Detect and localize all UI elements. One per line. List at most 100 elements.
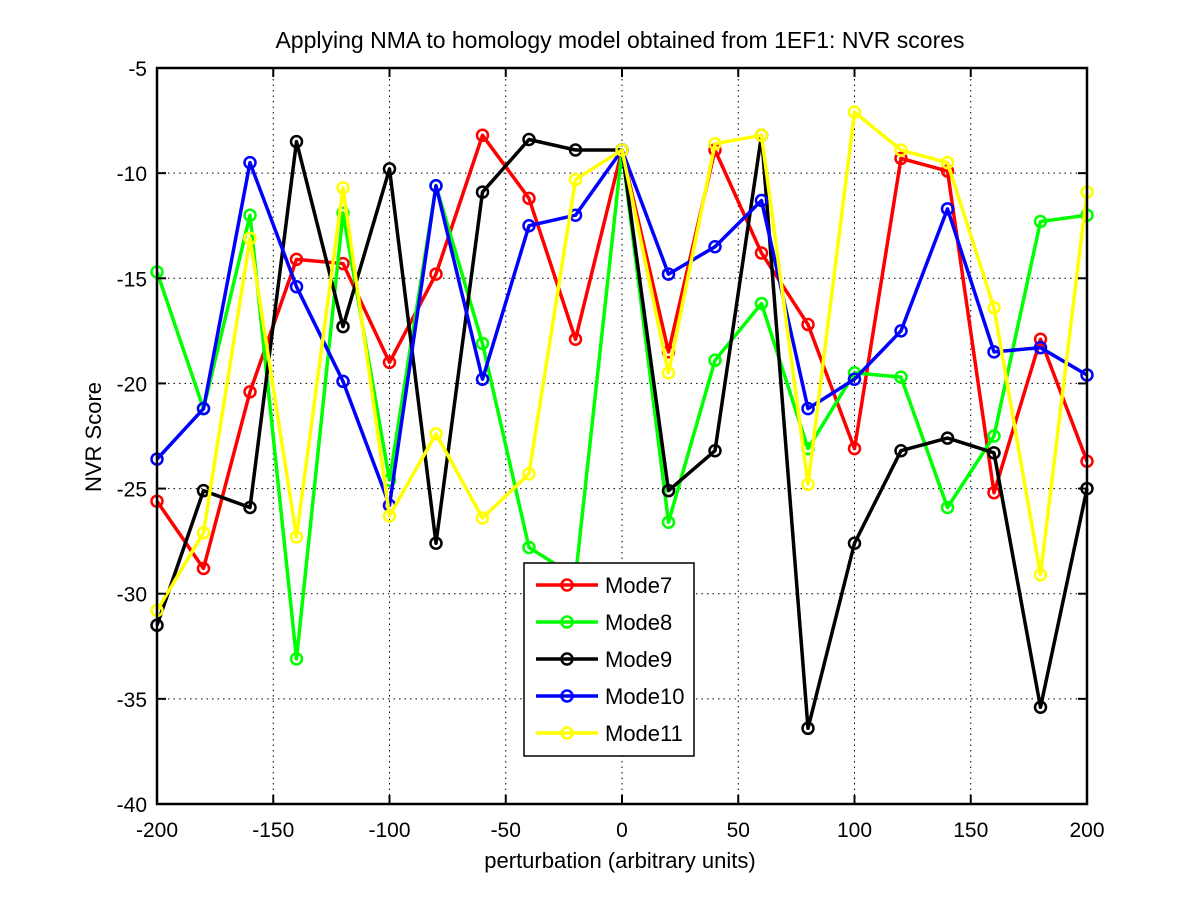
data-point-mode11 [243,231,257,246]
data-point-mode10 [243,155,257,170]
data-point-mode11 [382,509,397,523]
data-point-mode10 [801,401,815,416]
y-tick-label: -35 [117,689,147,712]
y-tick-label: -30 [117,584,147,607]
x-tick-label: 0 [616,819,628,842]
data-point-mode7 [382,355,397,370]
data-point-mode7 [1033,332,1048,347]
data-point-mode9 [894,443,908,458]
data-point-mode7 [568,332,583,347]
data-point-mode7 [289,252,304,267]
data-point-mode11 [615,143,629,157]
data-point-mode11 [754,128,769,143]
data-point-mode9 [661,483,676,498]
data-point-mode11 [661,366,676,380]
data-point-mode9 [382,162,397,176]
data-point-mode9 [801,721,815,736]
data-point-mode8 [708,353,722,368]
legend-marker-mode10 [560,689,574,703]
legend-label-mode8: Mode8 [605,610,672,635]
data-point-mode11 [987,300,1001,315]
data-point-mode9 [987,446,1001,460]
data-point-mode11 [801,477,815,492]
data-point-mode7 [754,246,769,260]
data-point-mode8 [243,208,257,222]
axis-ticks: -200 -150 -100 -50 0 50 100 150 200 -40 -35 -30 -25 -… [117,58,1105,842]
chart-title: Applying NMA to homology model obtained … [275,27,964,53]
legend-label-mode11: Mode11 [605,721,683,746]
data-point-mode10 [429,179,443,193]
x-tick-label: -150 [252,819,294,842]
data-point-mode8 [987,429,1001,443]
data-point-mode7 [475,128,490,143]
y-axis-label: NVR Score [81,382,106,492]
data-point-mode11 [894,143,908,157]
data-point-mode7 [429,267,443,281]
data-point-mode11 [708,136,722,151]
data-point-mode11 [196,525,211,540]
data-point-mode10 [336,374,350,389]
data-point-mode10 [894,324,908,338]
data-point-mode11 [1033,568,1048,582]
data-point-mode11 [336,181,350,195]
x-axis-label: perturbation (arbitrary units) [484,848,755,873]
data-point-mode7 [987,486,1001,500]
data-point-mode8 [894,370,908,384]
data-point-mode9 [475,185,490,199]
data-point-mode10 [754,193,769,208]
data-point-mode7 [196,561,211,576]
data-point-mode10 [847,372,862,386]
data-point-mode10 [289,279,304,294]
x-tick-label: -100 [368,819,410,842]
data-point-mode7 [847,441,862,456]
data-point-mode8 [475,336,490,351]
data-point-mode10 [661,267,676,281]
data-point-mode11 [568,172,583,187]
x-tick-label: 100 [837,819,872,842]
data-point-mode9 [1033,700,1048,715]
x-tick-label: -200 [136,819,178,842]
series-line-mode11 [155,110,1089,612]
data-point-mode7 [243,385,257,399]
data-point-mode8 [940,500,955,515]
data-point-mode9 [336,319,350,334]
data-point-mode8 [661,515,676,529]
data-point-mode10 [1033,340,1048,355]
x-tick-label: -50 [491,819,521,842]
data-point-mode9 [522,132,536,147]
legend-label-mode7: Mode7 [605,573,672,598]
data-point-mode9 [708,443,722,458]
y-tick-label: -10 [117,163,147,186]
data-point-mode7 [801,317,815,332]
data-point-mode8 [522,540,536,555]
data-point-mode8 [336,206,350,220]
data-point-mode10 [708,239,722,254]
data-point-mode9 [568,143,583,157]
legend-marker-mode7 [560,578,574,592]
data-point-mode9 [243,500,257,515]
data-point-mode7 [522,191,536,206]
data-point-mode10 [940,202,955,216]
data-point-mode11 [289,530,304,544]
legend-label-mode10: Mode10 [605,684,685,709]
y-tick-label: -20 [117,373,147,396]
legend-marker-mode11 [560,726,574,740]
y-tick-label: -15 [117,268,147,291]
data-point-mode11 [475,511,490,525]
legend-label-mode9: Mode9 [605,647,672,672]
data-point-mode7 [894,151,908,166]
legend-marker-mode9 [560,652,574,666]
y-tick-label: -25 [117,479,147,502]
data-point-mode9 [847,536,862,550]
data-point-mode10 [196,401,211,416]
data-point-mode9 [289,134,304,149]
grid-lines [157,68,1087,804]
legend-marker-mode8 [560,615,574,629]
data-point-mode9 [940,431,955,445]
data-point-mode11 [429,427,443,441]
data-point-mode9 [429,536,443,550]
x-tick-label: 200 [1069,819,1104,842]
data-point-mode11 [847,105,862,119]
data-point-mode10 [475,372,490,386]
